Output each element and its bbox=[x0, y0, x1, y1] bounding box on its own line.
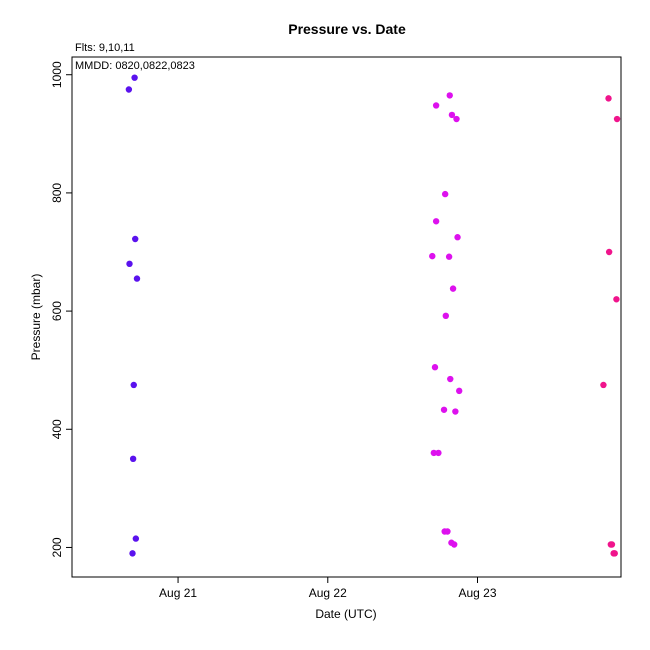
data-point-series-1 bbox=[126, 260, 133, 268]
data-point-series-2 bbox=[449, 285, 457, 292]
plot-frame bbox=[71, 56, 622, 578]
data-point-series-3 bbox=[611, 550, 618, 557]
x-axis: Aug 21 Aug 22 Aug 23 bbox=[159, 577, 497, 600]
data-point-series-1 bbox=[129, 550, 136, 557]
y-tick-label: 800 bbox=[50, 183, 64, 203]
data-point-series-3 bbox=[613, 115, 621, 123]
data-point-series-1 bbox=[131, 74, 138, 81]
mmdd-note: MMDD: 0820,0822,0823 bbox=[75, 60, 195, 72]
data-point-series-3 bbox=[613, 296, 620, 303]
data-point-series-1 bbox=[132, 235, 139, 243]
x-tick-label: Aug 23 bbox=[458, 586, 496, 600]
y-axis-label: Pressure (mbar) bbox=[29, 274, 43, 361]
data-point-series-2 bbox=[431, 364, 439, 371]
data-point-series-2 bbox=[453, 115, 460, 123]
data-point-series-3 bbox=[605, 95, 612, 102]
data-point-series-1 bbox=[132, 535, 140, 542]
data-point-series-1 bbox=[129, 455, 137, 463]
data-point-series-2 bbox=[432, 218, 440, 225]
data-point-series-2 bbox=[430, 449, 438, 457]
x-tick-label: Aug 22 bbox=[309, 586, 347, 600]
data-point-series-2 bbox=[445, 253, 453, 260]
data-point-series-2 bbox=[456, 387, 463, 395]
y-tick-label: 200 bbox=[50, 537, 64, 557]
y-tick-label: 400 bbox=[50, 419, 64, 439]
flights-note: Flts: 9,10,11 bbox=[75, 42, 135, 54]
y-tick-label: 1000 bbox=[50, 61, 64, 88]
data-point-series-2 bbox=[441, 190, 449, 198]
y-tick-label: 600 bbox=[50, 301, 64, 321]
data-point-series-2 bbox=[442, 312, 449, 320]
y-axis: 200 400 600 800 1000 bbox=[50, 61, 72, 557]
data-point-series-2 bbox=[429, 252, 436, 260]
data-point-series-2 bbox=[432, 102, 440, 109]
data-point-series-1 bbox=[133, 275, 141, 282]
data-points bbox=[125, 74, 621, 557]
data-point-series-2 bbox=[454, 234, 461, 241]
data-point-series-1 bbox=[125, 86, 133, 93]
data-point-series-2 bbox=[446, 92, 453, 99]
x-tick-label: Aug 21 bbox=[159, 586, 197, 600]
data-point-series-2 bbox=[435, 449, 442, 457]
data-point-series-3 bbox=[600, 381, 607, 389]
data-point-series-2 bbox=[451, 541, 458, 548]
data-point-series-2 bbox=[452, 408, 459, 415]
data-point-series-1 bbox=[130, 381, 137, 389]
data-point-series-2 bbox=[444, 528, 451, 535]
chart-title: Pressure vs. Date bbox=[288, 21, 406, 37]
data-point-series-2 bbox=[448, 111, 456, 119]
data-point-series-2 bbox=[440, 406, 448, 413]
x-axis-label: Date (UTC) bbox=[315, 607, 376, 621]
data-point-series-3 bbox=[605, 248, 613, 256]
data-point-series-3 bbox=[607, 541, 615, 548]
data-point-series-2 bbox=[447, 375, 454, 383]
